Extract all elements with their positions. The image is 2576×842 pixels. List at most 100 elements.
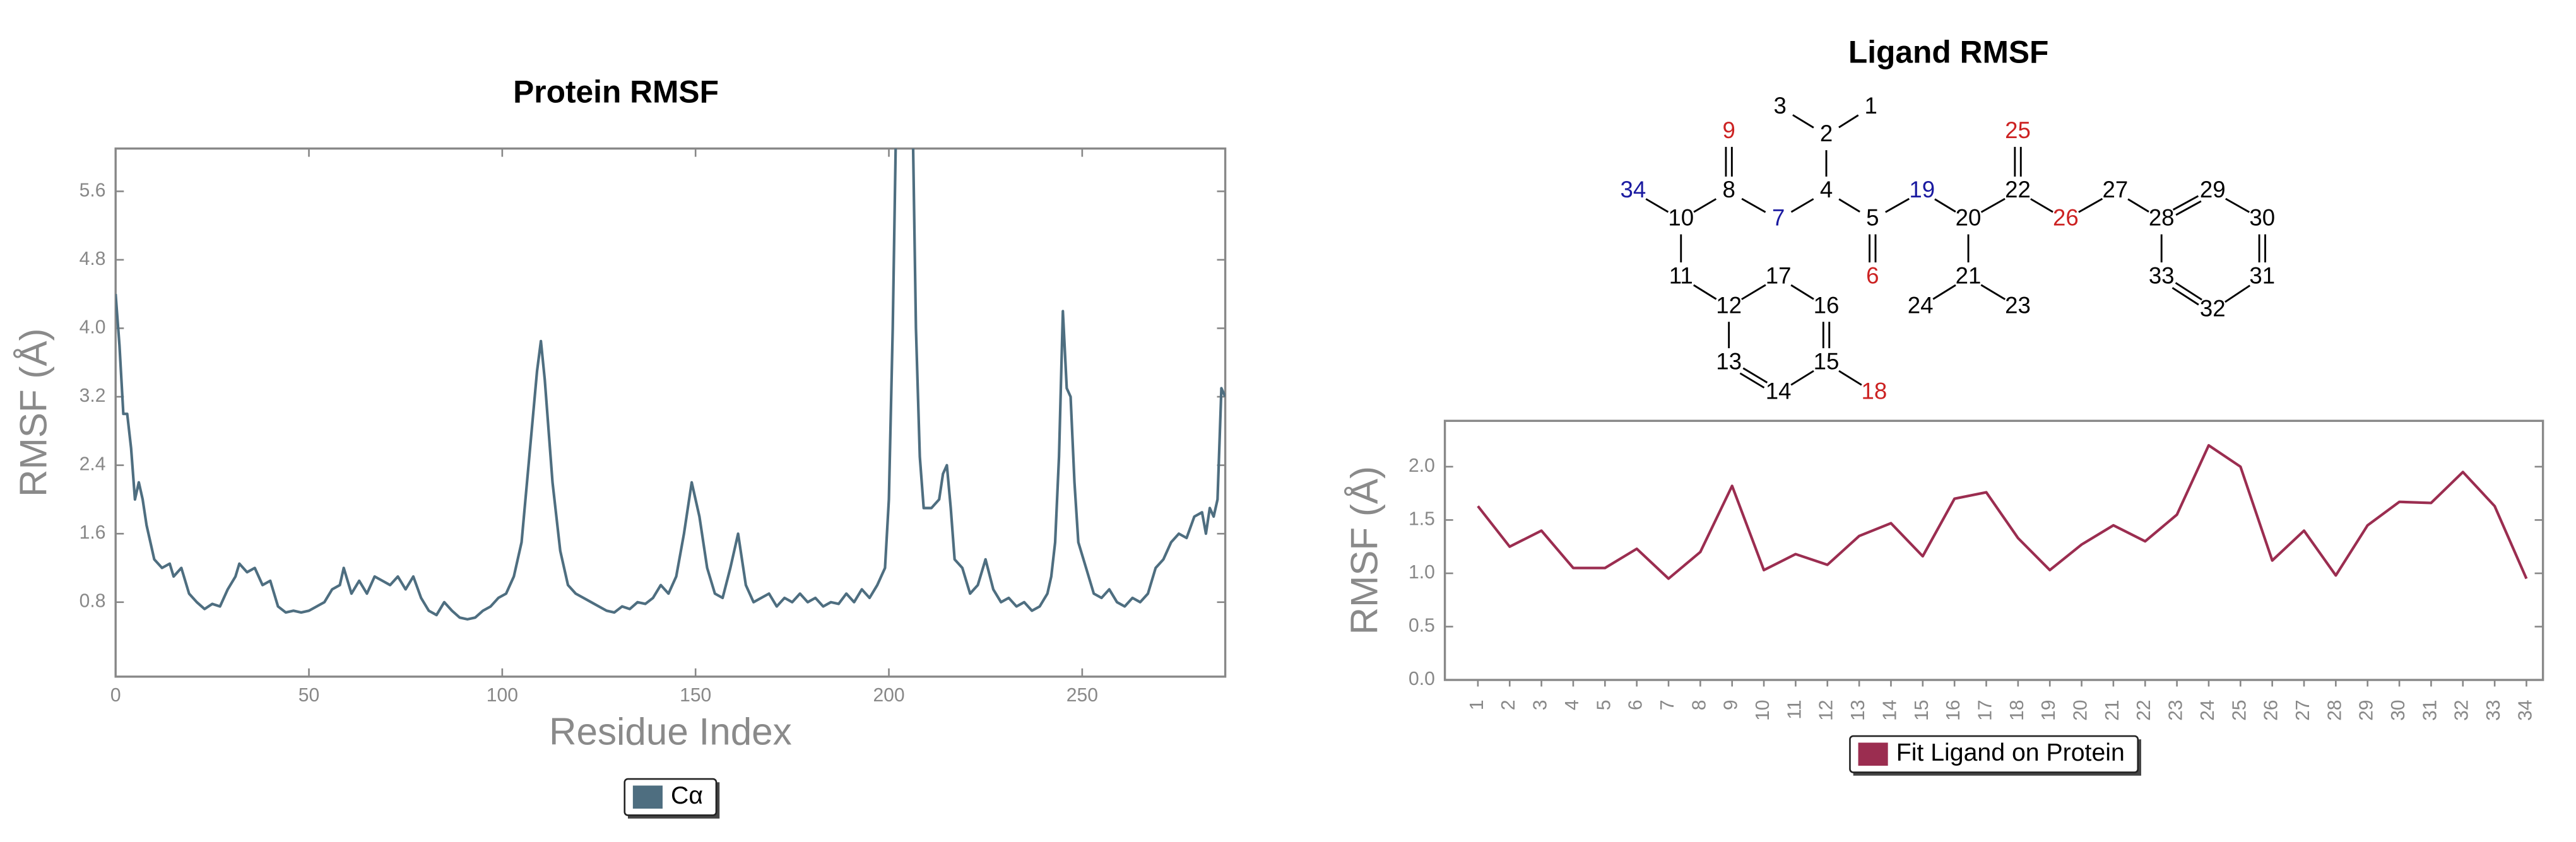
bond — [1934, 198, 1956, 213]
data-line — [115, 148, 1226, 621]
y-tick-label: 4.8 — [80, 249, 106, 269]
y-tick-label: 2.4 — [80, 454, 106, 475]
bond — [2175, 200, 2202, 216]
x-axis-label: Residue Index — [549, 710, 792, 752]
atom-label: 1 — [1864, 93, 1877, 119]
atom-label: 25 — [2005, 117, 2031, 143]
x-tick-label: 5 — [1593, 699, 1614, 710]
x-tick-label: 13 — [1848, 699, 1869, 720]
atom-label: 29 — [2200, 177, 2226, 202]
bond — [1742, 367, 1768, 383]
atom-label: 24 — [1908, 292, 1934, 318]
bond — [2030, 198, 2053, 213]
x-tick-label: 24 — [2197, 699, 2218, 720]
plot-frame — [1443, 419, 2544, 681]
x-tick-label: 30 — [2388, 699, 2409, 720]
x-tick-label: 6 — [1626, 699, 1646, 710]
y-tick-label: 5.6 — [80, 180, 106, 201]
bond — [1980, 197, 2006, 213]
atom-label: 34 — [1620, 177, 1646, 202]
x-tick-label: 12 — [1816, 699, 1837, 720]
x-tick-label: 2 — [1498, 699, 1519, 710]
atom-label: 17 — [1766, 262, 1792, 288]
x-tick-label: 16 — [1943, 699, 1964, 720]
bond — [1741, 284, 1766, 300]
atom-label: 33 — [2149, 262, 2175, 288]
x-tick-label: 28 — [2324, 699, 2345, 720]
x-tick-label: 31 — [2419, 699, 2440, 720]
atom-label: 23 — [2005, 292, 2031, 318]
y-tick-label: 1.6 — [80, 522, 106, 543]
atom-label: 21 — [1956, 262, 1982, 288]
x-tick-label: 1 — [1467, 699, 1487, 710]
chart-title: Protein RMSF — [513, 74, 719, 109]
atom-label: 13 — [1716, 348, 1742, 374]
atom-label: 16 — [1814, 292, 1840, 318]
x-tick-label: 32 — [2452, 699, 2473, 720]
atom-label: 14 — [1766, 378, 1792, 404]
atom-label: 7 — [1772, 205, 1785, 231]
y-tick-label: 0.0 — [1409, 669, 1435, 689]
x-tick-label: 150 — [680, 685, 711, 706]
y-tick-label: 0.5 — [1409, 615, 1435, 636]
bond — [1741, 197, 1766, 213]
bond — [1790, 198, 1814, 213]
data-line — [1477, 444, 2528, 580]
x-tick-label: 14 — [1879, 699, 1900, 720]
x-tick-label: 18 — [2007, 699, 2028, 720]
atom-label: 4 — [1820, 177, 1833, 202]
atom-label: 30 — [2249, 205, 2275, 231]
atom-label: 22 — [2005, 177, 2031, 202]
atom-label: 27 — [2103, 177, 2129, 202]
bond — [2175, 282, 2202, 301]
bond — [1980, 284, 2006, 300]
atom-label: 2 — [1820, 120, 1833, 146]
x-tick-label: 7 — [1657, 699, 1678, 710]
bond — [1790, 370, 1814, 386]
x-tick-label: 29 — [2356, 699, 2377, 720]
atom-label: 6 — [1866, 262, 1879, 288]
y-tick-label: 3.2 — [80, 385, 106, 406]
legend-swatch — [1858, 742, 1888, 766]
y-tick-label: 4.0 — [80, 317, 106, 337]
bond — [1932, 284, 1956, 300]
x-tick-label: 200 — [873, 685, 904, 706]
bond — [2172, 195, 2199, 211]
bond — [1739, 372, 1765, 389]
atom-label: 5 — [1866, 205, 1879, 231]
bond — [2171, 287, 2199, 306]
x-tick-label: 15 — [1911, 699, 1932, 720]
x-tick-label: 26 — [2261, 699, 2282, 720]
chart-title: Ligand RMSF — [1848, 34, 2049, 69]
x-tick-label: 9 — [1721, 699, 1742, 710]
atom-label: 26 — [2053, 205, 2079, 231]
bond — [2127, 198, 2149, 213]
x-tick-label: 0 — [110, 685, 121, 706]
x-tick-label: 19 — [2038, 699, 2059, 720]
bond — [2078, 197, 2103, 213]
atom-label: 8 — [1722, 177, 1735, 202]
x-tick-label: 27 — [2293, 699, 2313, 720]
legend-label: Cα — [671, 781, 703, 809]
x-tick-label: 33 — [2483, 699, 2504, 720]
bond — [1792, 114, 1814, 129]
y-axis-label: RMSF (Å) — [1343, 466, 1385, 634]
atom-label: 18 — [1862, 378, 1888, 404]
legend: Cα — [623, 778, 720, 819]
x-tick-label: 50 — [298, 685, 319, 706]
bond — [1693, 284, 1717, 300]
bond — [1790, 284, 1814, 300]
legend-box — [1849, 735, 2139, 773]
legend-swatch — [632, 785, 663, 809]
bond — [2225, 197, 2250, 213]
x-tick-label: 17 — [1975, 699, 1995, 720]
atom-label: 15 — [1814, 348, 1840, 374]
bond — [1838, 370, 1862, 386]
bond — [1838, 114, 1859, 129]
x-tick-label: 4 — [1562, 699, 1583, 710]
atom-label: 10 — [1668, 205, 1694, 231]
x-tick-label: 11 — [1784, 699, 1805, 719]
x-tick-label: 25 — [2229, 699, 2250, 720]
atom-label: 9 — [1722, 117, 1735, 143]
